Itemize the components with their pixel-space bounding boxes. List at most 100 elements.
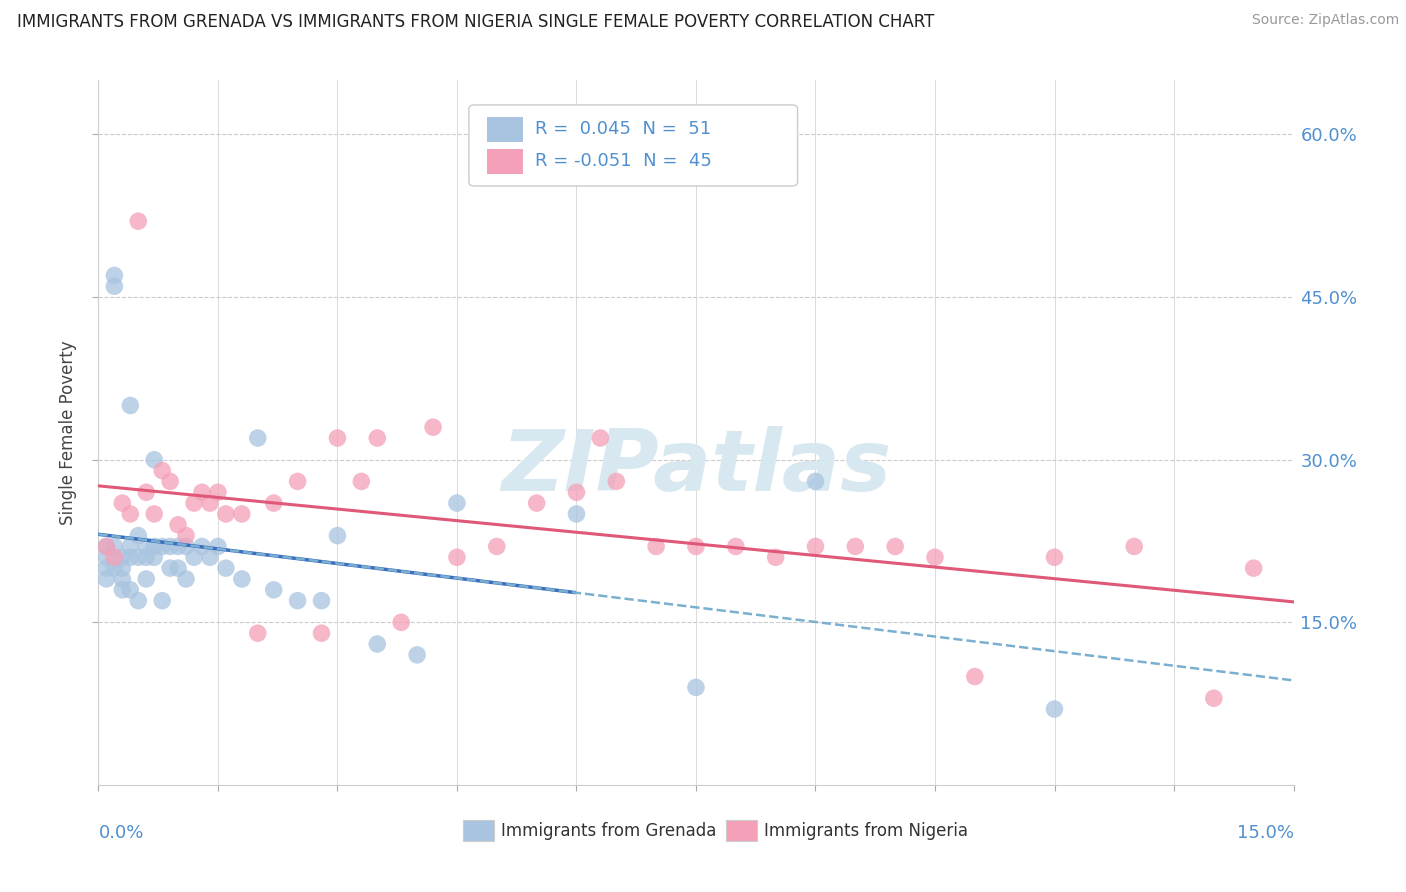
Point (198, 550, 221, 565)
Point (884, 540, 907, 554)
Text: 15.0%: 15.0% (1236, 823, 1294, 842)
Text: IMMIGRANTS FROM GRENADA VS IMMIGRANTS FROM NIGERIA SINGLE FEMALE POVERTY CORRELA: IMMIGRANTS FROM GRENADA VS IMMIGRANTS FR… (17, 13, 934, 31)
Point (1043, 550, 1066, 565)
Point (120, 507, 142, 521)
Point (120, 550, 142, 565)
Point (143, 550, 166, 565)
Point (485, 540, 508, 554)
Point (143, 507, 166, 521)
Point (111, 561, 134, 575)
Bar (486, 117, 523, 142)
Point (565, 507, 588, 521)
Point (246, 626, 269, 640)
Point (96, 550, 118, 565)
Text: Immigrants from Nigeria: Immigrants from Nigeria (763, 822, 969, 839)
Point (96, 540, 118, 554)
Point (263, 582, 285, 597)
Point (150, 540, 173, 554)
Point (150, 464, 173, 478)
Point (127, 593, 149, 607)
Point (589, 431, 612, 445)
Point (685, 540, 707, 554)
Point (183, 496, 205, 510)
Point (231, 507, 253, 521)
Point (804, 475, 827, 489)
Point (605, 475, 627, 489)
Point (1202, 691, 1225, 706)
Point (924, 550, 946, 565)
Point (127, 214, 149, 228)
Point (389, 615, 412, 630)
Text: R = -0.051  N =  45: R = -0.051 N = 45 (534, 153, 711, 170)
Point (422, 420, 444, 434)
Point (311, 626, 333, 640)
Point (565, 485, 588, 500)
Point (167, 561, 190, 575)
Text: Immigrants from Grenada: Immigrants from Grenada (501, 822, 717, 839)
Point (765, 550, 787, 565)
Point (143, 540, 166, 554)
Point (111, 550, 134, 565)
Point (263, 496, 285, 510)
Point (246, 431, 269, 445)
Point (174, 540, 197, 554)
Point (143, 452, 166, 467)
Point (120, 399, 142, 413)
Point (1243, 561, 1265, 575)
Point (96, 561, 118, 575)
Point (645, 540, 668, 554)
Point (207, 540, 229, 554)
Point (326, 431, 349, 445)
Point (135, 550, 157, 565)
Point (844, 540, 866, 554)
FancyBboxPatch shape (470, 105, 797, 186)
Point (963, 669, 986, 683)
Point (159, 475, 181, 489)
Point (167, 540, 190, 554)
Point (526, 496, 548, 510)
Point (406, 648, 429, 662)
Bar (486, 149, 523, 174)
Y-axis label: Single Female Poverty: Single Female Poverty (59, 341, 77, 524)
Point (366, 431, 388, 445)
Point (191, 540, 214, 554)
Point (215, 507, 238, 521)
Text: Source: ZipAtlas.com: Source: ZipAtlas.com (1251, 13, 1399, 28)
Point (685, 681, 707, 695)
Point (446, 496, 468, 510)
Point (159, 561, 181, 575)
Point (103, 540, 125, 554)
Point (207, 485, 229, 500)
Point (1043, 702, 1066, 716)
Point (174, 572, 197, 586)
Point (191, 485, 214, 500)
Point (120, 582, 142, 597)
Point (287, 593, 309, 607)
Point (231, 572, 253, 586)
Point (111, 582, 134, 597)
Text: 0.0%: 0.0% (98, 823, 143, 842)
Point (111, 572, 134, 586)
Point (446, 550, 468, 565)
Point (96, 540, 118, 554)
Point (198, 496, 221, 510)
Bar (463, 821, 494, 841)
Point (366, 637, 388, 651)
Point (150, 593, 173, 607)
Point (103, 561, 125, 575)
Point (167, 517, 190, 532)
Point (135, 485, 157, 500)
Text: ZIPatlas: ZIPatlas (501, 426, 891, 509)
Point (103, 279, 125, 293)
Point (350, 475, 373, 489)
Point (311, 593, 333, 607)
Point (724, 540, 747, 554)
Point (103, 550, 125, 565)
Point (96, 572, 118, 586)
Point (1123, 540, 1146, 554)
Text: R =  0.045  N =  51: R = 0.045 N = 51 (534, 120, 711, 138)
Point (159, 540, 181, 554)
Point (120, 540, 142, 554)
Point (111, 496, 134, 510)
Point (103, 268, 125, 283)
